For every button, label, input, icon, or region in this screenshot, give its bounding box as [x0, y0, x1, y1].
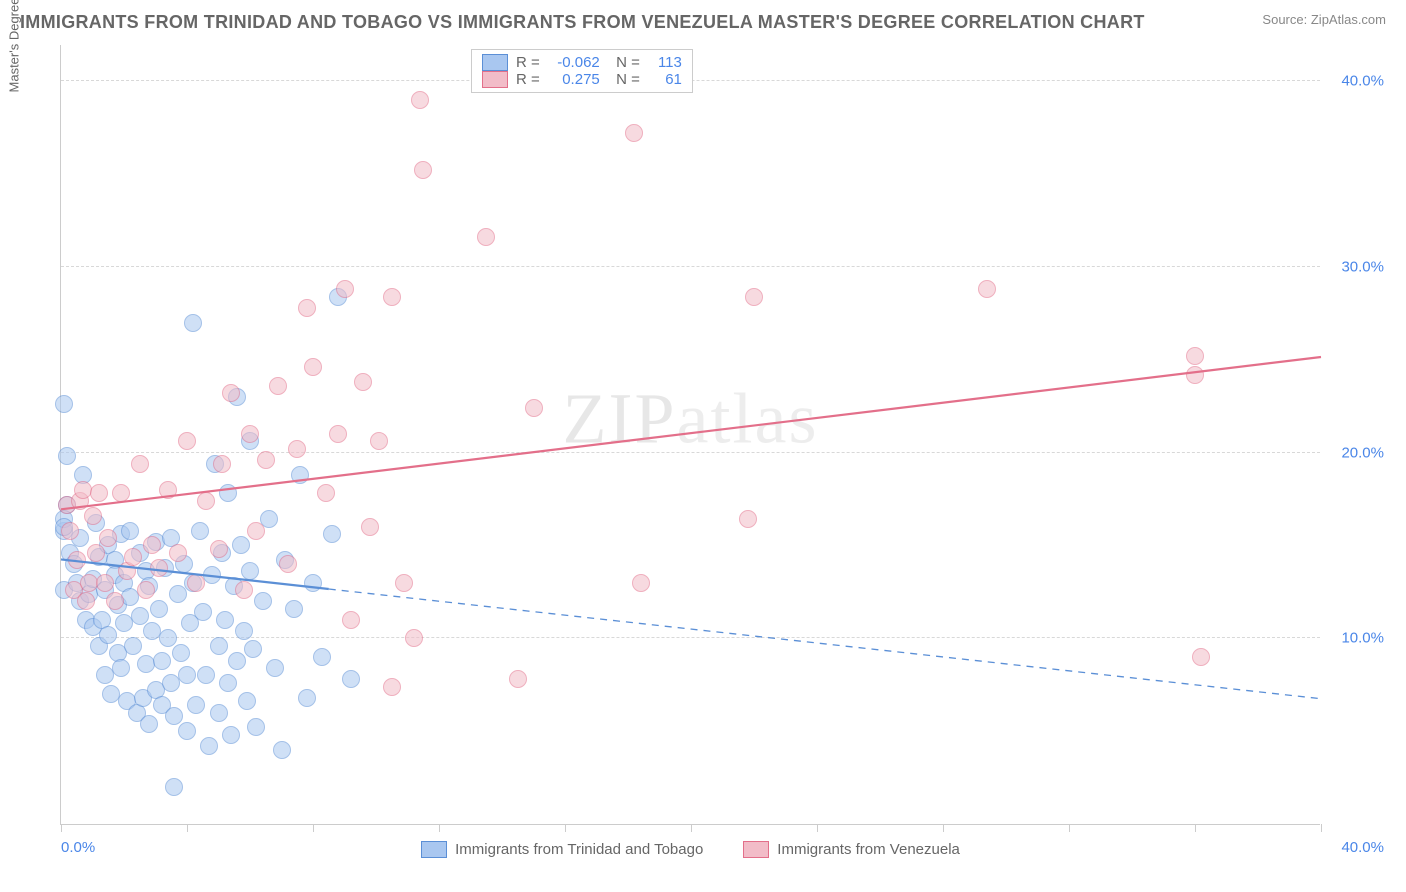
- chart-title: IMMIGRANTS FROM TRINIDAD AND TOBAGO VS I…: [20, 12, 1145, 33]
- stat-r-label: R =: [516, 71, 540, 88]
- source-link[interactable]: ZipAtlas.com: [1311, 12, 1386, 27]
- xtick: [61, 824, 62, 832]
- stat-row-trinidad: R = -0.062 N = 113: [482, 54, 682, 71]
- ytick-label: 40.0%: [1341, 73, 1384, 90]
- trendline-dashed-trinidad: [329, 589, 1321, 699]
- xtick: [565, 824, 566, 832]
- xtick: [439, 824, 440, 832]
- legend-item-venezuela: Immigrants from Venezuela: [743, 841, 960, 858]
- plot-area: ZIPatlas 10.0%20.0%30.0%40.0%0.0%40.0%R …: [60, 45, 1320, 825]
- stat-legend: R = -0.062 N = 113 R = 0.275 N = 61: [471, 49, 693, 93]
- swatch-icon: [743, 841, 769, 858]
- xtick: [1321, 824, 1322, 832]
- stat-n-label: N =: [608, 71, 640, 88]
- xtick: [817, 824, 818, 832]
- xtick-label: 40.0%: [1341, 839, 1384, 856]
- xtick: [313, 824, 314, 832]
- trendline-venezuela: [61, 357, 1321, 509]
- swatch-icon: [482, 54, 508, 71]
- stat-n-value: 113: [648, 54, 682, 71]
- legend-item-trinidad: Immigrants from Trinidad and Tobago: [421, 841, 703, 858]
- swatch-icon: [421, 841, 447, 858]
- xtick: [943, 824, 944, 832]
- trendline-trinidad: [61, 559, 329, 589]
- stat-n-label: N =: [608, 54, 640, 71]
- source-label: Source:: [1262, 12, 1307, 27]
- xtick: [1069, 824, 1070, 832]
- source-line: Source: ZipAtlas.com: [1262, 12, 1386, 27]
- ytick-label: 10.0%: [1341, 630, 1384, 647]
- stat-row-venezuela: R = 0.275 N = 61: [482, 71, 682, 88]
- legend-label: Immigrants from Venezuela: [777, 841, 960, 858]
- ytick-label: 20.0%: [1341, 444, 1384, 461]
- legend-label: Immigrants from Trinidad and Tobago: [455, 841, 703, 858]
- xtick: [1195, 824, 1196, 832]
- y-axis-label: Master's Degree: [7, 0, 22, 92]
- trendlines: [61, 45, 1321, 825]
- stat-n-value: 61: [648, 71, 682, 88]
- xtick: [187, 824, 188, 832]
- stat-r-value: -0.062: [548, 54, 600, 71]
- swatch-icon: [482, 71, 508, 88]
- xtick: [691, 824, 692, 832]
- bottom-legend: Immigrants from Trinidad and Tobago Immig…: [61, 841, 1320, 858]
- stat-r-value: 0.275: [548, 71, 600, 88]
- ytick-label: 30.0%: [1341, 258, 1384, 275]
- stat-r-label: R =: [516, 54, 540, 71]
